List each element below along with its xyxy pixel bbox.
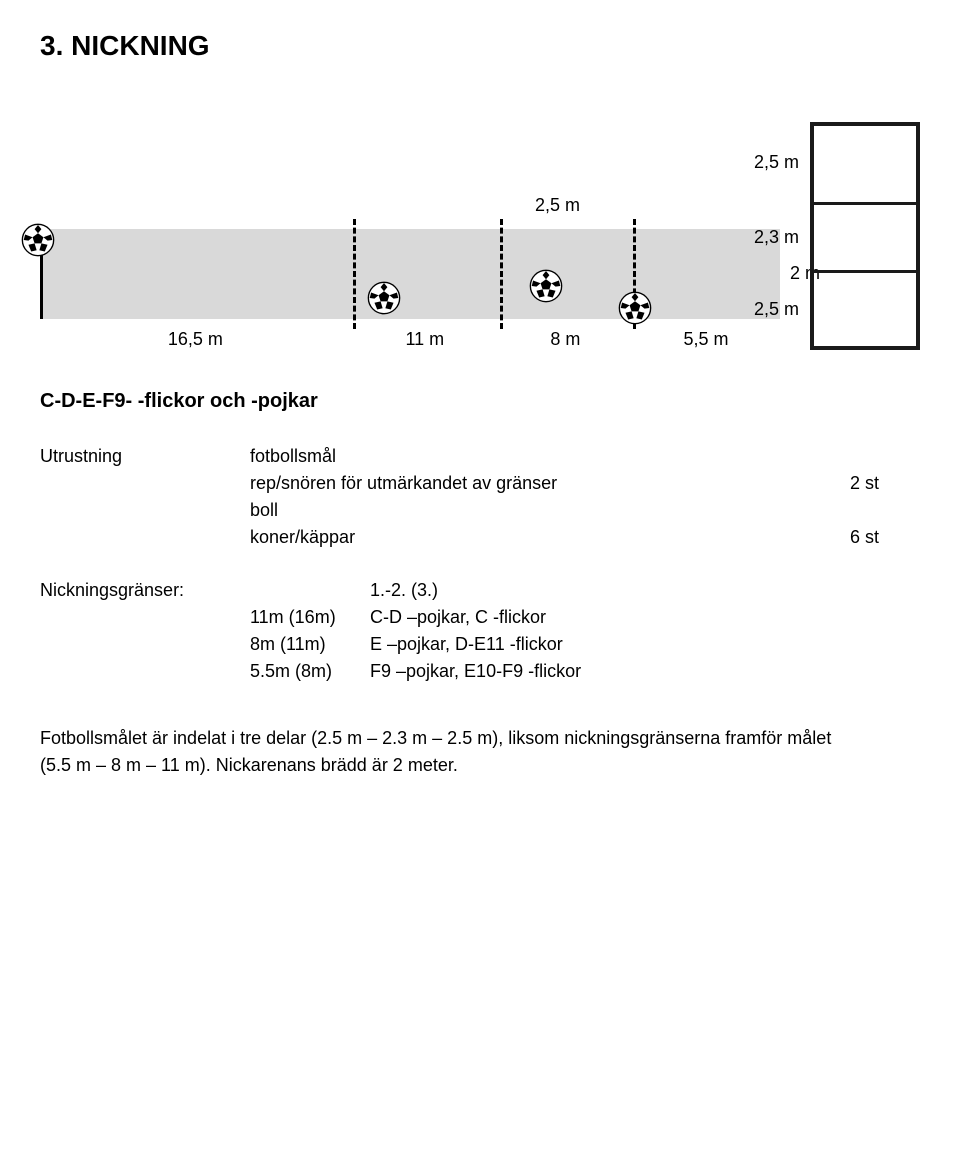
limits-row: 8m (11m)E –pojkar, D-E11 -flickor xyxy=(250,631,850,658)
goal-segment: 2,5 m xyxy=(814,126,916,202)
limits-row: 5.5m (8m)F9 –pojkar, E10-F9 -flickor xyxy=(250,658,850,685)
heading-lane: 2 m xyxy=(40,229,780,319)
goal-segment-label: 2,5 m xyxy=(754,299,799,320)
segment-label: 8 m xyxy=(499,329,632,350)
goal: 2,5 m2,3 m2,5 m xyxy=(810,122,920,350)
equipment-name: rep/snören för utmärkandet av gränser xyxy=(250,470,850,497)
segment-label: 11 m xyxy=(351,329,499,350)
lane-wrap: 2,5 m 2 m 16,5 m11 m8 m5,5 m xyxy=(40,229,780,350)
page-title: 3. NICKNING xyxy=(40,30,920,62)
body-text: Fotbollsmålet är indelat i tre delar (2.… xyxy=(40,725,860,779)
goal-segment-label: 2,3 m xyxy=(754,227,799,248)
equipment-block: Utrustning fotbollsmålrep/snören för utm… xyxy=(40,443,920,685)
goal-segment: 2,5 m xyxy=(814,270,916,346)
soccer-ball-icon xyxy=(21,223,55,257)
equipment-name: fotbollsmål xyxy=(250,443,850,470)
soccer-ball-icon xyxy=(367,281,401,315)
limits-header: 1.-2. (3.) xyxy=(250,577,850,604)
subheading: C-D-E-F9- -flickor och -pojkar xyxy=(40,390,920,413)
segment-label: 5,5 m xyxy=(632,329,780,350)
equipment-name: boll xyxy=(250,497,850,524)
goal-segment-label: 2,5 m xyxy=(754,152,799,173)
diagram: 2,5 m 2 m 16,5 m11 m8 m5,5 m 2,5 m2,3 m2… xyxy=(40,122,920,350)
equipment-qty: 6 st xyxy=(850,524,920,551)
equipment-qty xyxy=(850,497,920,524)
goal-segment: 2,3 m xyxy=(814,202,916,270)
limits-rows: 1.-2. (3.)11m (16m)C-D –pojkar, C -flick… xyxy=(250,577,850,685)
lane-divider xyxy=(353,219,356,329)
equipment-qty: 2 st 6 st xyxy=(850,443,920,551)
equipment-names: fotbollsmålrep/snören för utmärkandet av… xyxy=(250,443,850,551)
equipment-qty xyxy=(850,443,920,470)
top-width-label: 2,5 m xyxy=(535,195,580,216)
soccer-ball-icon xyxy=(529,269,563,303)
equipment-qty: 2 st xyxy=(850,470,920,497)
equipment-name: koner/käppar xyxy=(250,524,850,551)
segment-label: 16,5 m xyxy=(40,329,351,350)
limits-label: Nickningsgränser: xyxy=(40,577,250,685)
lane-divider xyxy=(500,219,503,329)
goal-wrap: 2,5 m2,3 m2,5 m xyxy=(810,122,920,350)
soccer-ball-icon xyxy=(618,291,652,325)
segment-labels: 16,5 m11 m8 m5,5 m xyxy=(40,329,780,350)
equipment-label: Utrustning xyxy=(40,443,250,551)
limits-row: 11m (16m)C-D –pojkar, C -flickor xyxy=(250,604,850,631)
